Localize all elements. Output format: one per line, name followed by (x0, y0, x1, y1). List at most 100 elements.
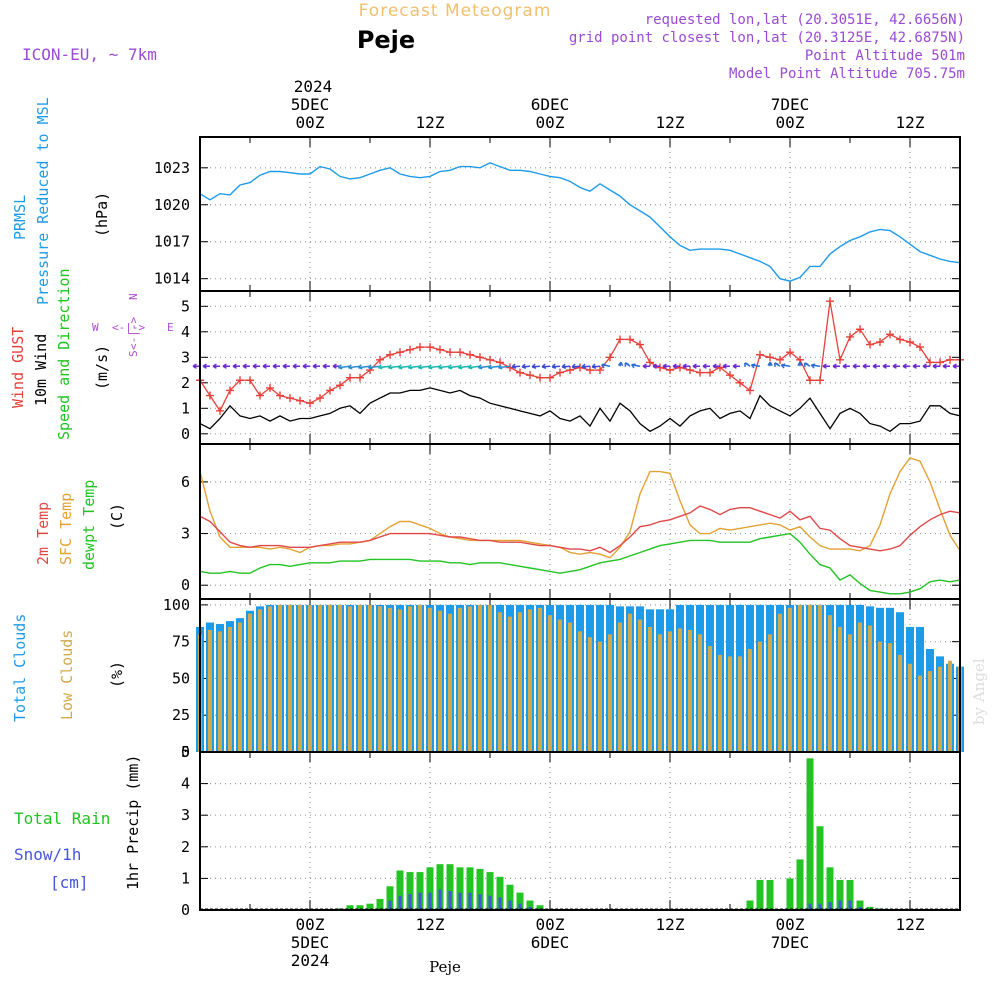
wind-gust-marker (376, 355, 384, 364)
snow-bar (418, 892, 422, 910)
y-tick-label: 0 (181, 576, 190, 594)
y-tick-label: 1 (181, 399, 190, 417)
time-bottom-label: 2024 (291, 951, 330, 970)
low-clouds-bar (398, 609, 402, 752)
wind-gust-marker (896, 335, 904, 344)
wind-direction-arrow (408, 365, 421, 369)
low-clouds-bar (548, 615, 552, 752)
wind-direction-arrowhead (810, 363, 816, 369)
compass-arrows: <-|-> (112, 321, 145, 334)
low-clouds-bar (878, 641, 882, 752)
rain-bar (846, 879, 854, 910)
wind-direction-arrow (368, 365, 381, 369)
label-speed-direction: Speed and Direction (55, 268, 73, 440)
time-top-label: 12Z (896, 113, 925, 132)
rain-bar (356, 905, 364, 910)
wind-gust-marker (936, 358, 944, 367)
panel-2: 0 3 6 (181, 443, 961, 600)
wind-direction-arrowhead (581, 363, 587, 369)
footer-location: Peje (429, 958, 461, 976)
model-label: ICON-EU, ~ 7km (22, 45, 157, 64)
wind-gust-marker (946, 355, 954, 364)
wind-gust-marker (526, 371, 534, 380)
wind-gust-marker (346, 373, 354, 382)
wind-direction-arrow (478, 365, 491, 369)
low-clouds-bar (268, 606, 272, 752)
wind-direction-arrowhead (282, 363, 287, 369)
low-clouds-bar (208, 629, 212, 752)
panel-1: 0 1 2 3 4 5 (181, 291, 964, 445)
wind-direction-arrowhead (312, 363, 317, 369)
wind-gust-marker (656, 363, 664, 372)
wind-gust-marker (816, 376, 824, 385)
low-clouds-bar (478, 604, 482, 752)
wind-gust-marker (726, 371, 734, 380)
rain-bar (426, 867, 434, 910)
low-clouds-bar (318, 604, 322, 752)
low-clouds-bar (638, 619, 642, 752)
snow-bar (848, 900, 852, 910)
wind-gust-marker (876, 338, 884, 346)
time-top-label: 00Z (296, 113, 325, 132)
snow-bar (498, 897, 502, 910)
low-clouds-bar (708, 646, 712, 752)
low-clouds-bar (618, 622, 622, 752)
rain-bar (786, 878, 794, 910)
y-tick-label: 4 (181, 323, 190, 341)
requested-coords: requested lon,lat (20.3051E, 42.6656N) (645, 12, 965, 28)
wind-direction-arrowhead (822, 363, 827, 369)
snow-bar (408, 894, 412, 910)
low-clouds-bar (408, 606, 412, 752)
y-tick-label: 1020 (154, 196, 190, 214)
low-clouds-bar (698, 634, 702, 752)
y-tick-label: 100 (163, 596, 190, 614)
snow-bar (858, 906, 862, 910)
wind-direction-arrow (338, 365, 351, 369)
wind-direction-arrowhead (337, 364, 343, 370)
low-clouds-bar (418, 604, 422, 752)
label-2m-temp: 2m Temp (34, 502, 52, 565)
snow-bar (488, 895, 492, 910)
low-clouds-bar (558, 619, 562, 752)
wind-direction-arrow (358, 365, 371, 369)
time-top-year: 2024 (294, 77, 333, 96)
panel-4: 0 1 2 3 4 5 (181, 743, 961, 919)
time-bottom-label: 12Z (896, 915, 925, 934)
wind-gust-marker (626, 335, 634, 344)
wind-direction-arrowhead (437, 364, 443, 370)
wind-direction-arrowhead (652, 363, 657, 369)
wind-direction-arrowhead (551, 363, 557, 369)
y-tick-label: 3 (181, 348, 190, 366)
panel-frame (199, 443, 961, 600)
compass-n: N (127, 293, 140, 300)
time-bottom-label: 00Z (776, 915, 805, 934)
wind-gust-marker (446, 348, 454, 357)
wind-direction-arrowhead (511, 363, 517, 369)
wind-direction-arrowhead (302, 363, 307, 369)
wind-gust-marker (256, 391, 264, 400)
y-tick-label: 25 (172, 706, 190, 724)
rain-bar (836, 879, 844, 910)
wind-direction-arrowhead (732, 363, 737, 369)
low-clouds-bar (648, 626, 652, 752)
rain-bar (516, 892, 524, 910)
low-clouds-bar (388, 607, 392, 752)
low-clouds-bar (728, 656, 732, 752)
y-tick-label: 75 (172, 633, 190, 651)
low-clouds-bar (228, 626, 232, 752)
time-bottom-label: 12Z (656, 915, 685, 934)
wind-direction-arrowhead (692, 363, 697, 369)
low-clouds-bar (328, 604, 332, 752)
wind-gust-marker (556, 368, 564, 377)
low-clouds-bar (788, 607, 792, 752)
wind-gust-marker (246, 376, 254, 385)
label-ms: (m/s) (93, 345, 111, 390)
wind-gust-marker (386, 350, 394, 359)
time-top-label: 6DEC (531, 95, 570, 114)
label-total-rain: Total Rain (14, 809, 110, 828)
wind-direction-arrowhead (773, 362, 779, 367)
wind-gust-marker (296, 396, 304, 405)
wind-gust-marker (316, 394, 324, 403)
wind-direction-arrowhead (427, 364, 433, 370)
low-clouds-bar (508, 616, 512, 752)
